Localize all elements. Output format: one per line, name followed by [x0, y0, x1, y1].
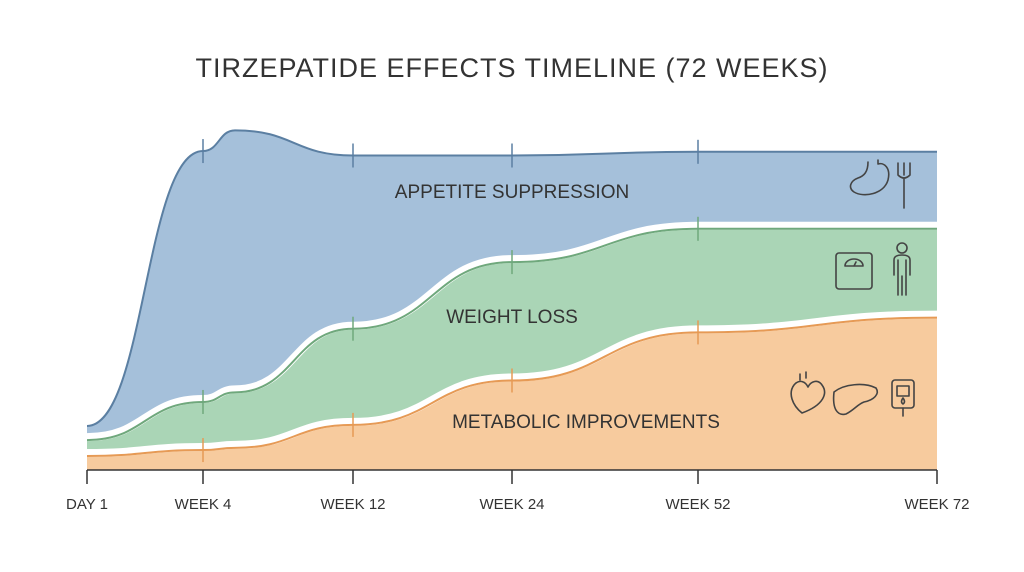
organ-icons — [790, 371, 915, 417]
series-label: METABOLIC IMPROVEMENTS — [452, 412, 720, 433]
scale-person-icon — [835, 242, 911, 296]
series-label: WEIGHT LOSS — [446, 307, 578, 328]
x-tick-label: WEEK 72 — [904, 496, 969, 513]
area-edge — [86, 316, 938, 457]
icons — [790, 159, 915, 417]
stomach-fork-icon — [849, 159, 911, 209]
plot-area: METABOLIC IMPROVEMENTS WEIGHT LOSS APPETIT… — [66, 129, 970, 513]
area-edge — [86, 129, 937, 427]
separator — [86, 310, 938, 457]
x-tick-label: WEEK 52 — [665, 496, 730, 513]
x-tick-label: WEEK 24 — [479, 496, 544, 513]
x-tick-label: WEEK 12 — [320, 496, 385, 513]
x-tick-label: DAY 1 — [66, 496, 108, 513]
x-tick-label: WEEK 4 — [175, 496, 232, 513]
series-label: APPETITE SUPPRESSION — [395, 182, 629, 203]
chart-title: TIRZEPATIDE EFFECTS TIMELINE (72 WEEKS) — [195, 53, 828, 83]
